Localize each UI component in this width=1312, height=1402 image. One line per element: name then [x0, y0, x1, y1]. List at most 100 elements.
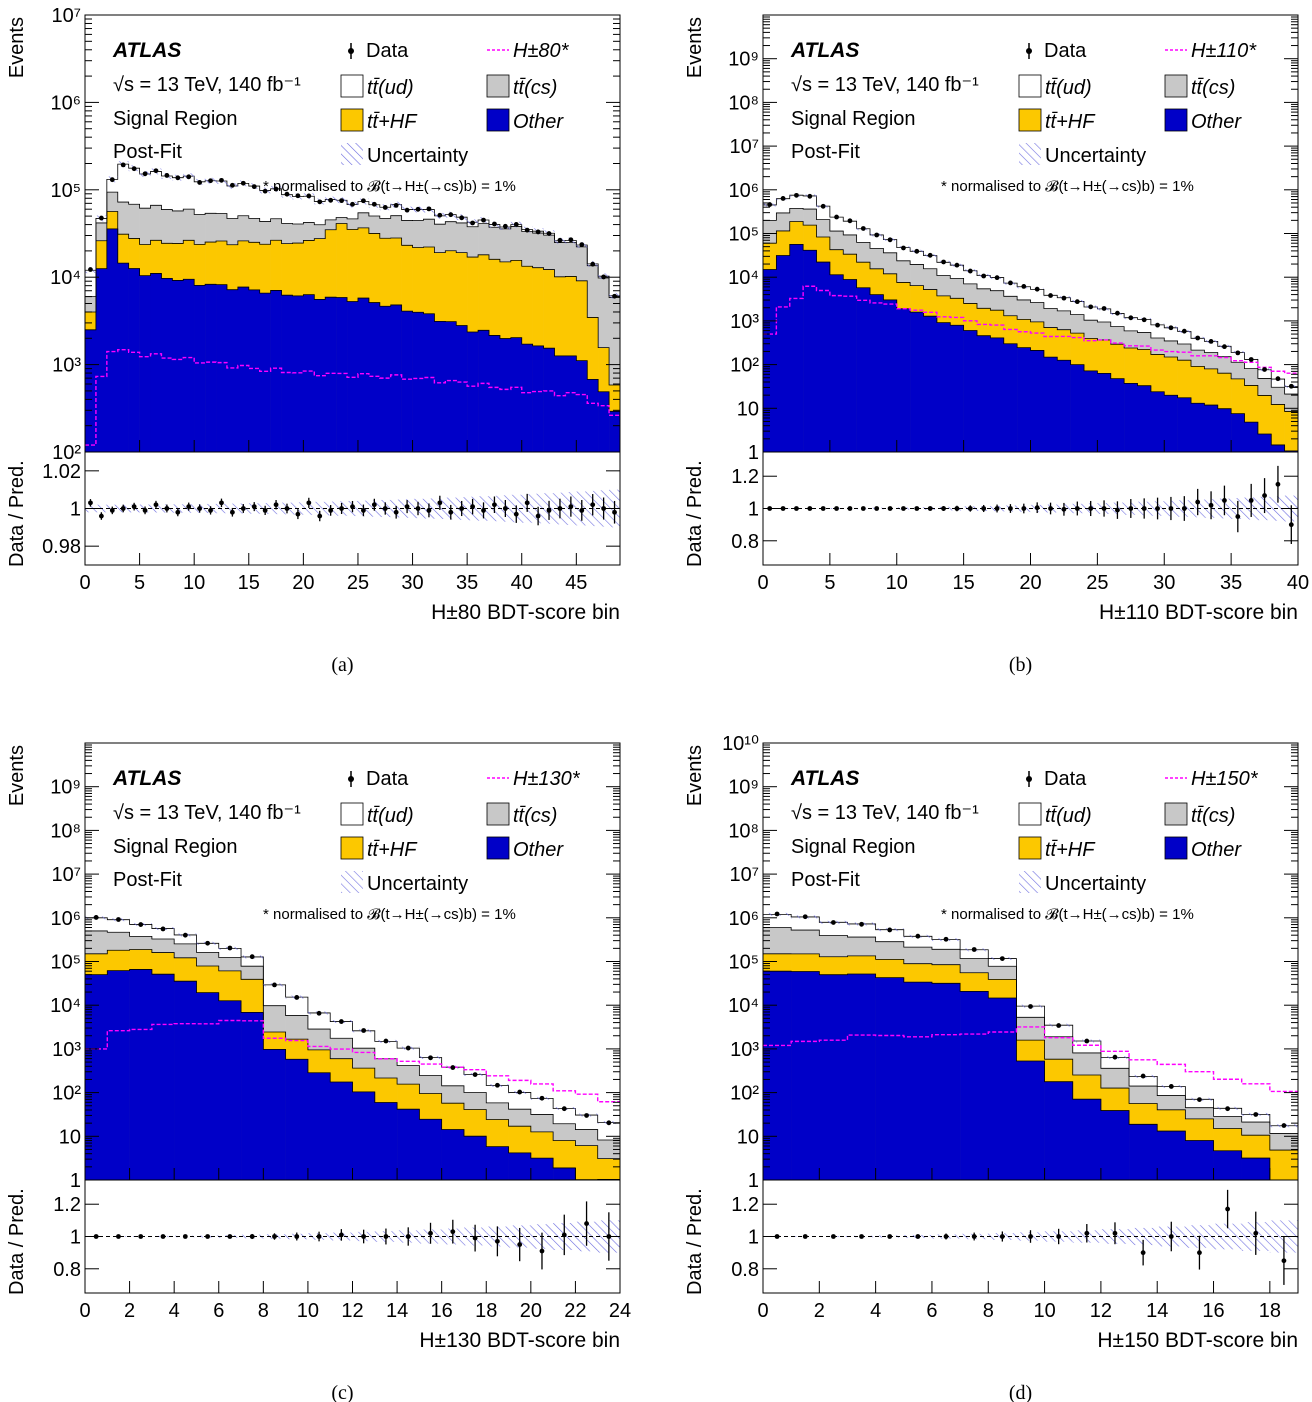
other-bar: [303, 294, 315, 452]
x-tick-label: 2: [814, 1300, 825, 1322]
data-point: [426, 206, 432, 212]
x-tick-label: 30: [401, 572, 423, 594]
data-point: [1222, 344, 1227, 350]
data-point: [284, 191, 290, 197]
ratio-point: [601, 506, 607, 511]
signal-line: [763, 285, 1298, 374]
legend-ttud-swatch: [1018, 802, 1042, 826]
legend-signal-label: H±110*: [1191, 40, 1257, 62]
data-point: [887, 927, 893, 933]
y-tick-label: 10⁵: [728, 224, 759, 246]
other-bar: [1044, 1081, 1074, 1180]
legend-other-label: Other: [1191, 839, 1242, 861]
legend-data-marker: [348, 776, 354, 782]
data-point: [546, 231, 552, 236]
other-bar: [467, 331, 479, 452]
energy-label: √s = 13 TeV, 140 fb⁻¹: [113, 802, 301, 824]
data-point: [197, 180, 203, 185]
legend-other-label: Other: [1191, 111, 1242, 133]
legend-signal-label: H±150*: [1191, 768, 1259, 790]
y-tick-label: 10²: [730, 1083, 759, 1105]
ratio-point: [794, 506, 799, 511]
y-tick-label: 10⁷: [52, 5, 81, 27]
other-bar: [1110, 378, 1125, 452]
signal-line: [763, 1026, 1298, 1093]
legend-data-marker: [1026, 48, 1032, 54]
other-bar: [1072, 1099, 1102, 1180]
other-bar: [106, 228, 119, 452]
other-bar: [412, 312, 424, 452]
data-point: [175, 175, 181, 181]
data-point: [535, 229, 541, 235]
legend-tthf-label: tt̄+HF: [1045, 839, 1096, 861]
ratio-y-tick-label: 0.8: [731, 531, 759, 553]
ratio-point: [272, 1234, 277, 1239]
data-point: [142, 171, 148, 177]
other-bar: [1231, 413, 1245, 452]
data-point: [1084, 1038, 1090, 1044]
other-bar: [819, 974, 848, 1180]
data-point: [807, 193, 813, 199]
ratio-point: [338, 1232, 344, 1238]
y-tick-label: 10⁹: [728, 49, 759, 71]
ratio-point: [535, 513, 541, 519]
x-tick-label: 6: [926, 1300, 937, 1322]
ratio-point: [539, 1248, 545, 1254]
data-point: [1056, 1023, 1062, 1028]
ratio-point: [494, 1238, 500, 1244]
ratio-point: [492, 502, 497, 508]
data-point: [1208, 338, 1214, 344]
y-tick-label: 10⁸: [728, 820, 759, 842]
other-bar: [1271, 444, 1285, 452]
other-bar: [1177, 397, 1192, 452]
other-bar: [1213, 1150, 1242, 1180]
ratio-point: [954, 506, 960, 511]
ratio-point: [1021, 506, 1027, 511]
ratio-point: [1028, 1234, 1033, 1239]
x-tick-label: 16: [431, 1300, 453, 1322]
data-point: [272, 982, 277, 988]
data-point: [339, 198, 344, 204]
other-bar: [923, 316, 938, 452]
data-point: [780, 196, 786, 201]
x-tick-label: 35: [1220, 572, 1242, 594]
ratio-point: [361, 507, 366, 513]
other-bar: [95, 268, 108, 452]
data-point: [361, 198, 366, 204]
ratio-point: [164, 506, 170, 511]
y-tick-label: 10²: [730, 355, 759, 377]
data-point: [350, 201, 355, 207]
tthf-bar: [575, 1145, 599, 1180]
data-point: [999, 956, 1005, 961]
legend-signal-label: H±80*: [513, 40, 570, 62]
data-point: [404, 207, 410, 213]
other-bar: [910, 312, 924, 452]
legend-tthf-swatch: [1018, 108, 1042, 132]
data-point: [393, 202, 399, 208]
ratio-point: [915, 1234, 921, 1239]
ratio-point: [820, 506, 826, 511]
other-bar: [117, 263, 129, 452]
x-tick-label: 30: [1153, 572, 1175, 594]
signal-line: [85, 1019, 620, 1103]
x-tick-label: 0: [79, 1300, 90, 1322]
ratio-point: [426, 507, 432, 513]
ratio-point: [405, 1234, 411, 1239]
ratio-point: [262, 507, 268, 513]
ratio-point: [1155, 506, 1160, 511]
ratio-point: [1061, 506, 1067, 512]
x-tick-label: 15: [953, 572, 975, 594]
data-point: [524, 227, 530, 233]
x-tick-label: 0: [757, 1300, 768, 1322]
ratio-point: [481, 507, 486, 513]
ratio-y-axis-label: Data / Pred.: [684, 460, 706, 567]
legend-ttud-swatch: [1018, 74, 1042, 98]
ratio-point: [1101, 506, 1107, 511]
legend-uncertainty-label: Uncertainty: [367, 873, 468, 895]
other-bar: [508, 1152, 532, 1180]
y-tick-label: 10⁸: [50, 820, 81, 842]
data-point: [415, 206, 421, 212]
y-tick-label: 10⁷: [730, 136, 759, 158]
x-axis-label: H±150 BDT-score bin: [1097, 1329, 1298, 1352]
